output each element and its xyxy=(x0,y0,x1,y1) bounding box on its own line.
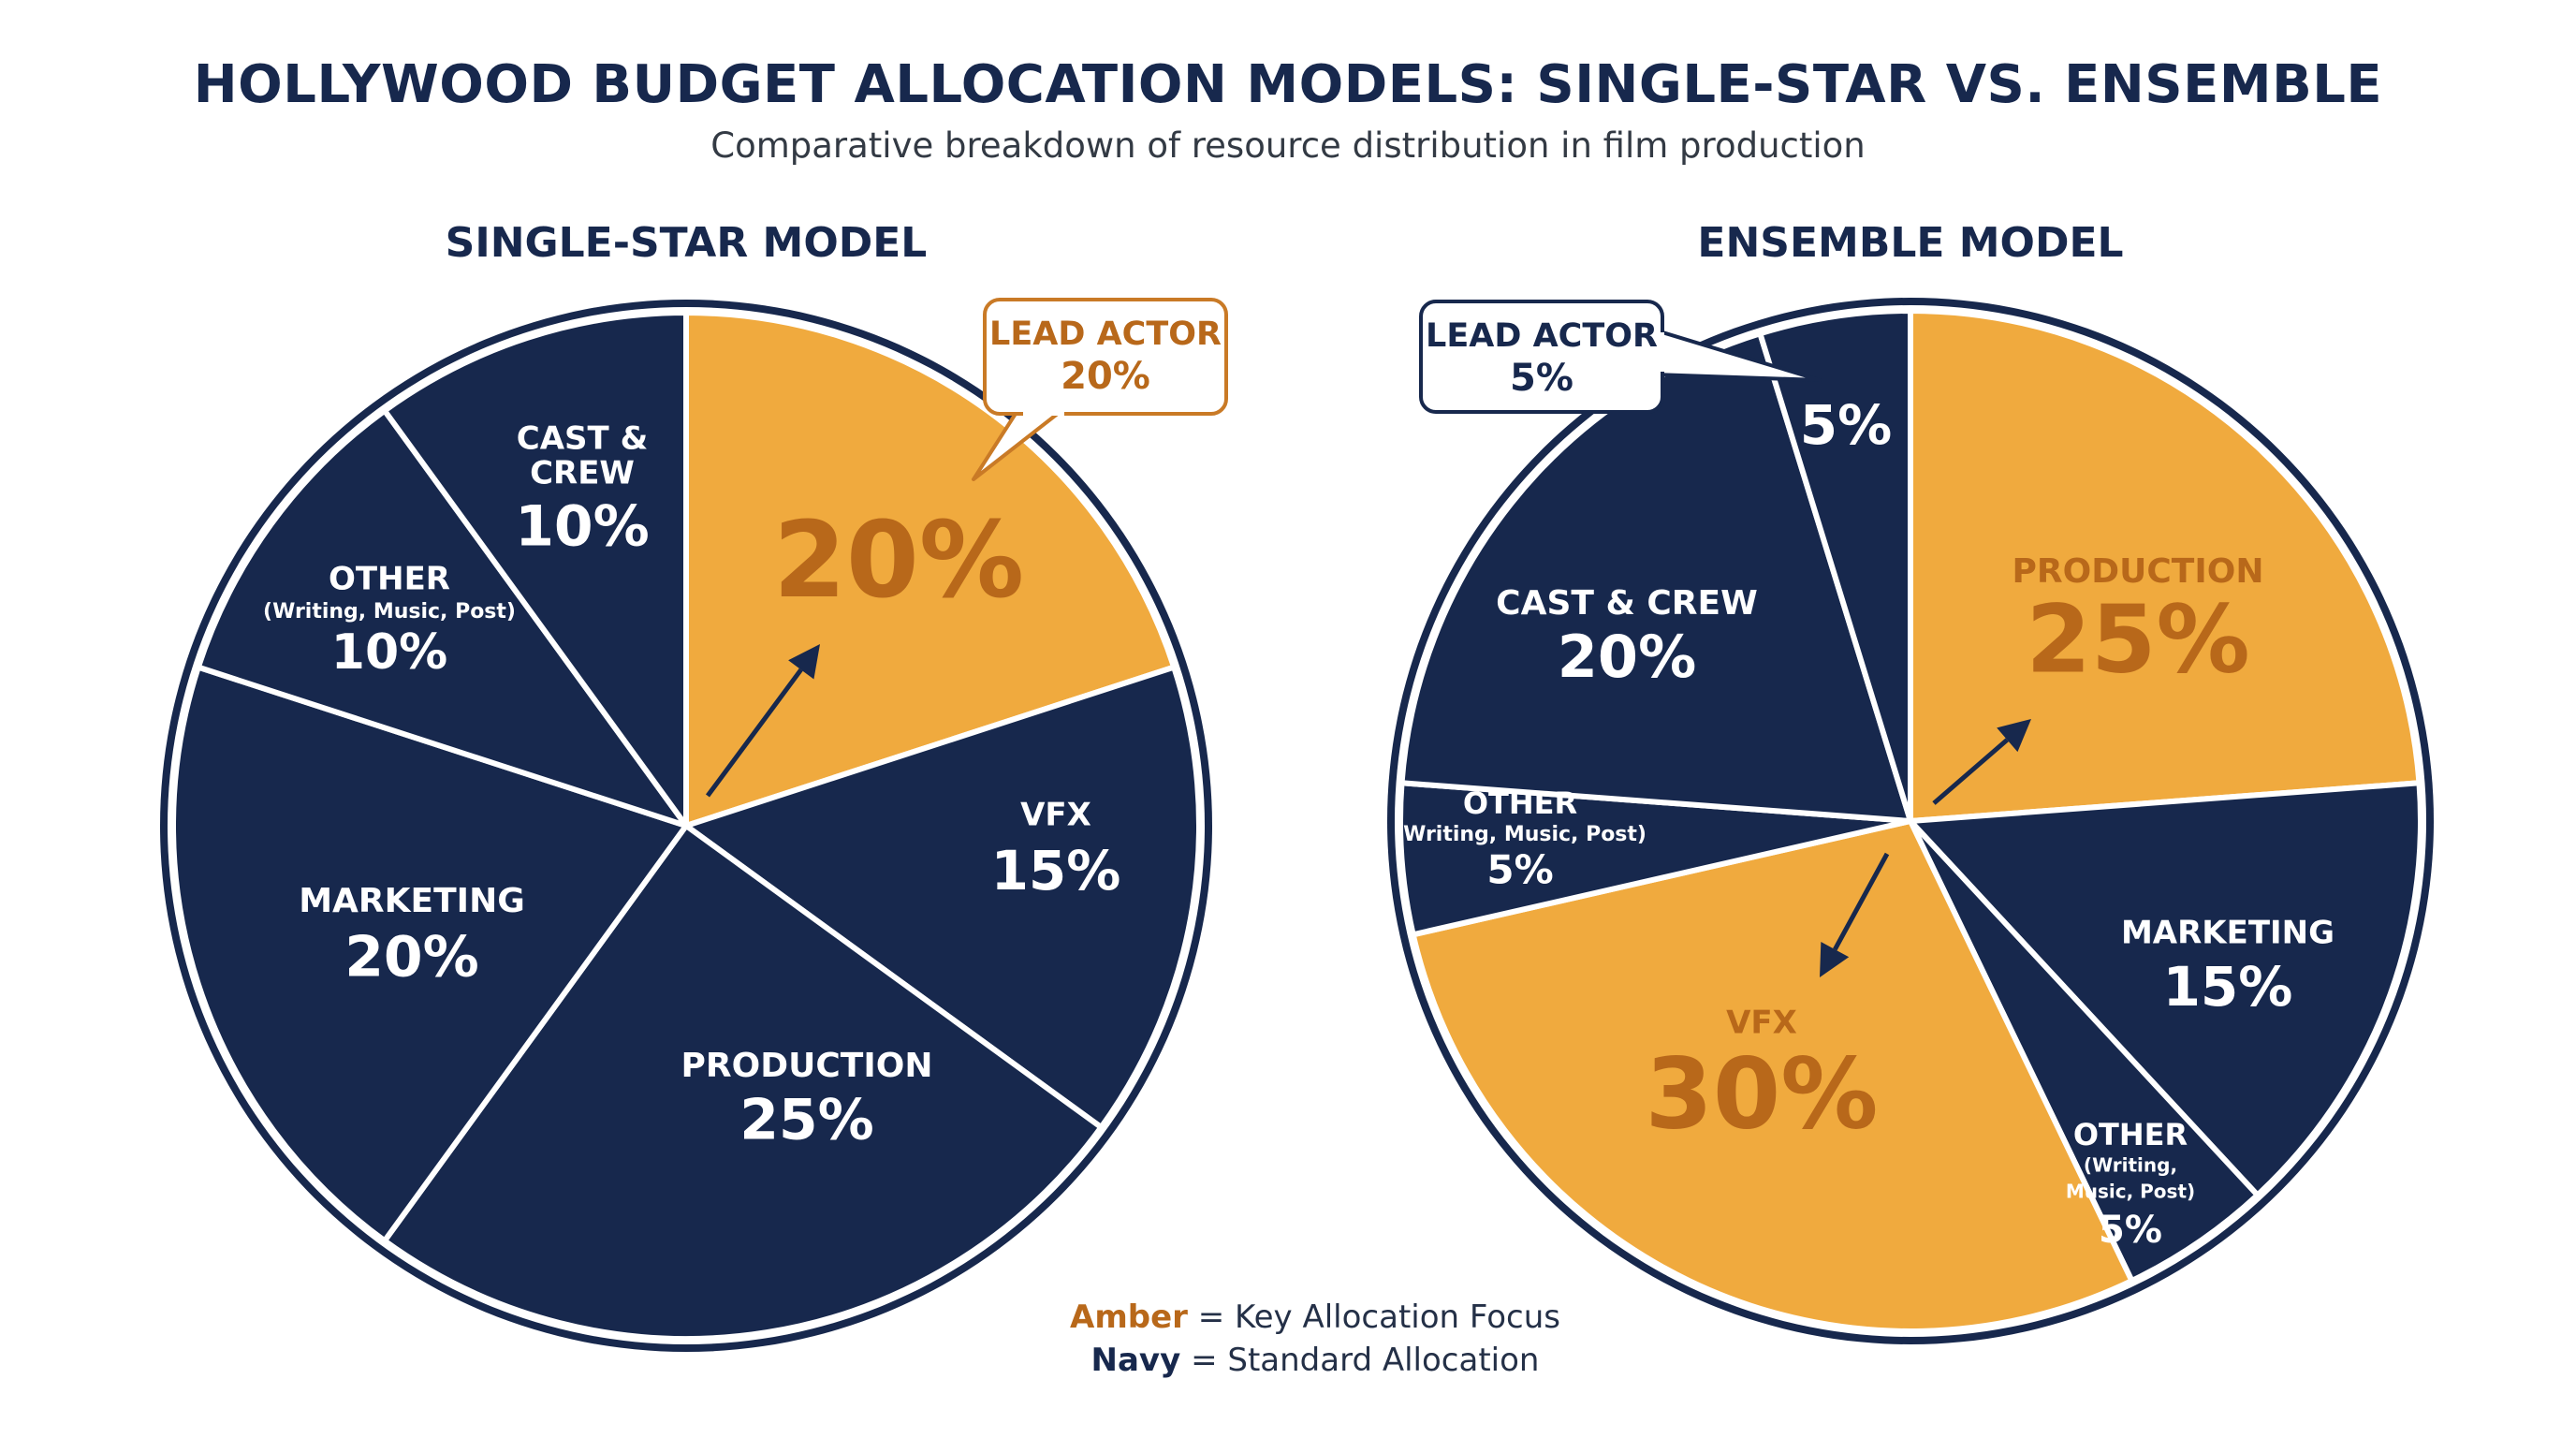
legend-navy: Navy = Standard Allocation xyxy=(1011,1339,1619,1382)
slice-name-label: CAST & xyxy=(517,420,648,458)
slice-name-label: OTHER xyxy=(2073,1117,2188,1152)
slice-name-label: VFX xyxy=(1020,797,1091,834)
slice-name-label: PRODUCTION xyxy=(2012,552,2264,591)
highlight-arrow-1-head xyxy=(1997,719,2031,753)
legend-amber-text: = Key Allocation Focus xyxy=(1187,1299,1560,1336)
pie-slice xyxy=(1398,780,1913,938)
legend-amber: Amber = Key Allocation Focus xyxy=(1011,1296,1619,1339)
slice-sublabel: Music, Post) xyxy=(2066,1181,2195,1203)
slice-value-label: 25% xyxy=(739,1088,874,1153)
slice-name-label: OTHER xyxy=(1463,785,1577,821)
slice-value-label: 5% xyxy=(1486,847,1553,893)
pie-slice xyxy=(195,407,689,829)
slice-name-label: CREW xyxy=(530,455,635,492)
slice-name-label: VFX xyxy=(1726,1005,1797,1042)
slice-name-label: MARKETING xyxy=(2121,915,2334,952)
pie-slice xyxy=(1908,780,2423,1198)
pie-slice xyxy=(170,664,689,1244)
slice-value-label: 20% xyxy=(344,925,479,990)
pie-title: SINGLE-STAR MODEL xyxy=(446,219,928,267)
pie-slice xyxy=(1908,818,2261,1284)
slice-name-label: CAST & CREW xyxy=(1496,584,1758,623)
callout-seam xyxy=(1655,332,1664,372)
highlight-arrow-1-shaft xyxy=(1932,738,2009,805)
callout-frame xyxy=(983,298,1228,416)
pie-slice xyxy=(683,310,1178,829)
pie-slice xyxy=(1908,308,2422,824)
pie-slice xyxy=(683,664,1203,1131)
highlight-arrow-head xyxy=(788,644,820,680)
highlight-arrow-2-shaft xyxy=(1833,852,1890,951)
slice-value-label: 10% xyxy=(331,624,447,681)
pie-slice xyxy=(1410,818,2135,1334)
slice-value-label: 15% xyxy=(2163,955,2293,1019)
legend: Amber = Key Allocation Focus Navy = Stan… xyxy=(1011,1296,1619,1382)
callout-seam xyxy=(1023,406,1064,416)
legend-navy-text: = Standard Allocation xyxy=(1180,1342,1540,1379)
slice-value-label: 5% xyxy=(2099,1209,2162,1252)
pie-title: ENSEMBLE MODEL xyxy=(1697,219,2123,267)
pie-slice xyxy=(1757,308,1913,824)
slice-value-label: 20% xyxy=(1558,623,1696,691)
slice-value-label: 30% xyxy=(1646,1036,1879,1151)
chart-title: HOLLYWOOD BUDGET ALLOCATION MODELS: SING… xyxy=(193,54,2383,115)
pie-slice xyxy=(381,310,689,829)
slice-name-label: PRODUCTION xyxy=(681,1047,933,1085)
slice-value-label: 10% xyxy=(515,494,650,560)
slice-sublabel: (Writing, xyxy=(2084,1154,2177,1177)
slice-sublabel: (Writing, Music, Post) xyxy=(263,600,516,624)
slice-name-label: OTHER xyxy=(329,561,450,598)
slice-value-label: 15% xyxy=(991,839,1121,902)
highlight-arrow-2-head xyxy=(1820,942,1850,977)
callout-label: LEAD ACTOR xyxy=(1426,317,1658,355)
pie-slice xyxy=(381,823,1105,1342)
chart-subtitle: Comparative breakdown of resource distri… xyxy=(710,125,1866,166)
slice-value-label: 25% xyxy=(2026,584,2249,694)
legend-amber-word: Amber xyxy=(1070,1299,1188,1336)
slice-name-label: MARKETING xyxy=(299,882,525,920)
callout-value: 5% xyxy=(1510,357,1573,400)
legend-navy-word: Navy xyxy=(1090,1342,1181,1379)
highlight-arrow-shaft xyxy=(705,668,803,798)
slice-sublabel: (Writing, Music, Post) xyxy=(1394,823,1647,846)
slice-value-label: 20% xyxy=(773,500,1024,622)
slice-value-label: 5% xyxy=(1800,393,1892,457)
callout-value: 20% xyxy=(1061,355,1150,398)
callout-label: LEAD ACTOR xyxy=(989,315,1222,353)
